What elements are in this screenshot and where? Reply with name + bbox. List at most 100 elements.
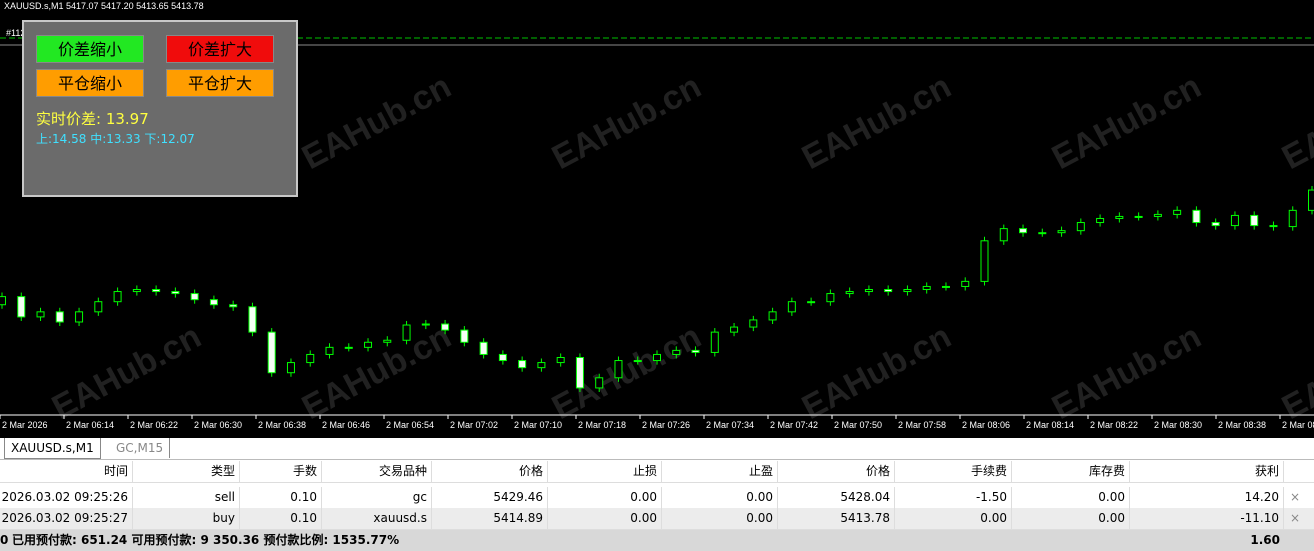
candle-body	[0, 296, 6, 306]
candle-body	[209, 299, 218, 306]
candle-body	[1250, 214, 1259, 227]
table-cell: 2026.03.02 09:25:26	[0, 487, 133, 508]
time-label: 2 Mar 07:26	[642, 420, 690, 430]
time-label: 2 Mar 06:14	[66, 420, 114, 430]
table-cell: -1.50	[895, 487, 1012, 508]
table-cell: -11.10	[1130, 508, 1284, 529]
time-label: 2 Mar 06:46	[322, 420, 370, 430]
bands-label: 上:14.58 中:13.33 下:12.07	[36, 132, 195, 146]
candle-body	[1153, 213, 1162, 217]
time-label: 2 Mar 07:18	[578, 420, 626, 430]
candle-body	[730, 326, 739, 333]
candle-body	[267, 331, 276, 374]
time-label: 2 Mar 06:22	[130, 420, 178, 430]
time-label: 2 Mar 06:54	[386, 420, 434, 430]
table-cell: 5413.78	[778, 508, 895, 529]
watermark: EAHub.cn	[1046, 67, 1207, 177]
footer-total: 1.60	[1250, 533, 1280, 547]
table-row: 时间 类型 手数 交易品种 价格 止损 止盈 价格 手续费 库存费 获利	[0, 461, 1314, 483]
time-label: 2 Mar 07:42	[770, 420, 818, 430]
table-cell: buy	[133, 508, 240, 529]
candle-body	[190, 293, 199, 301]
watermark: EAHub.cn	[46, 317, 207, 427]
table-cell: 0.00	[662, 487, 778, 508]
button[interactable]: 平仓扩大	[166, 69, 274, 97]
candle-body	[344, 346, 353, 349]
candle-body	[575, 356, 584, 389]
candle-body	[55, 311, 64, 323]
close-button[interactable]: ×	[1290, 511, 1301, 525]
candle-body	[845, 291, 854, 295]
candle-body	[498, 353, 507, 362]
watermark: EAHub.cn	[1276, 67, 1314, 177]
close-button[interactable]: ×	[1290, 490, 1301, 504]
candle-body	[1038, 232, 1047, 235]
candle-body	[132, 289, 141, 293]
candle-body	[922, 285, 931, 291]
control-panel: 价差缩小 价差扩大 平仓缩小 平仓扩大 实时价差: 13.97 上:14.58 …	[22, 20, 298, 197]
candle-body	[941, 285, 950, 288]
candle-body	[1230, 214, 1239, 227]
button[interactable]: 价差扩大	[166, 35, 274, 63]
table-cell: xauusd.s	[322, 508, 432, 529]
candle-body	[1057, 230, 1066, 234]
column-header: 时间	[0, 461, 133, 482]
time-label: 2 Mar 2026	[2, 420, 48, 430]
candle-body	[903, 289, 912, 293]
candle-body	[1192, 209, 1201, 224]
column-header: 手数	[240, 461, 322, 482]
table-cell: 0.00	[1012, 487, 1130, 508]
candle-body	[1076, 222, 1085, 232]
time-label: 2 Mar 07:50	[834, 420, 882, 430]
candle-body	[286, 362, 295, 374]
watermark: EAHub.cn	[546, 317, 707, 427]
footer-summary: 已用预付款: 651.24 可用预付款: 9 350.36 预付款比例: 153…	[12, 533, 400, 547]
button[interactable]: 平仓缩小	[36, 69, 144, 97]
candle-body	[75, 311, 84, 323]
time-label: 2 Mar 08:30	[1154, 420, 1202, 430]
table-cell: 0.00	[662, 508, 778, 529]
candle-body	[653, 353, 661, 362]
candle-body	[1134, 215, 1143, 218]
candle-body	[1096, 217, 1105, 224]
candle-body	[768, 311, 777, 321]
candle-body	[36, 311, 45, 318]
table-cell: gc	[322, 487, 432, 508]
table-cell: 0.10	[240, 487, 322, 508]
column-header: 价格	[432, 461, 548, 482]
time-label: 2 Mar 08:06	[962, 420, 1010, 430]
button[interactable]: 价差缩小	[36, 35, 144, 63]
candle-body	[884, 289, 893, 293]
candle-body	[421, 323, 430, 326]
candle-body	[171, 291, 180, 295]
candle-body	[691, 349, 700, 353]
candle-body	[537, 362, 546, 369]
candle-body	[1308, 189, 1314, 211]
candle-body	[17, 296, 26, 318]
candle-body	[325, 346, 334, 355]
tab[interactable]: GC,M15	[110, 438, 171, 458]
candle-body	[595, 377, 604, 389]
column-header: 库存费	[1012, 461, 1130, 482]
candle-body	[556, 356, 565, 364]
tab[interactable]: XAUUSD.s,M1	[4, 438, 101, 459]
table-cell: sell	[133, 487, 240, 508]
candle-body	[364, 341, 373, 348]
time-label: 2 Mar 08:22	[1090, 420, 1138, 430]
watermark: EAHub.cn	[296, 67, 457, 177]
footer-lead: 0	[0, 533, 9, 547]
spread-label: 实时价差: 13.97	[36, 110, 149, 128]
table-cell: 0.00	[1012, 508, 1130, 529]
candle-body	[1019, 228, 1028, 234]
column-header: 止盈	[662, 461, 778, 482]
candle-body	[1173, 209, 1182, 215]
time-label: 2 Mar 07:02	[450, 420, 498, 430]
watermark: EAHub.cn	[1046, 317, 1207, 427]
candle-body	[248, 306, 257, 333]
candle-body	[402, 324, 411, 341]
tab-bar: XAUUSD.s,M1 GC,M15	[0, 438, 1314, 460]
table-row: 2026.03.02 09:25:26 sell 0.10 gc 5429.46 0.00…	[0, 487, 1314, 509]
column-header: 类型	[133, 461, 240, 482]
time-label: 2 Mar 06:38	[258, 420, 306, 430]
